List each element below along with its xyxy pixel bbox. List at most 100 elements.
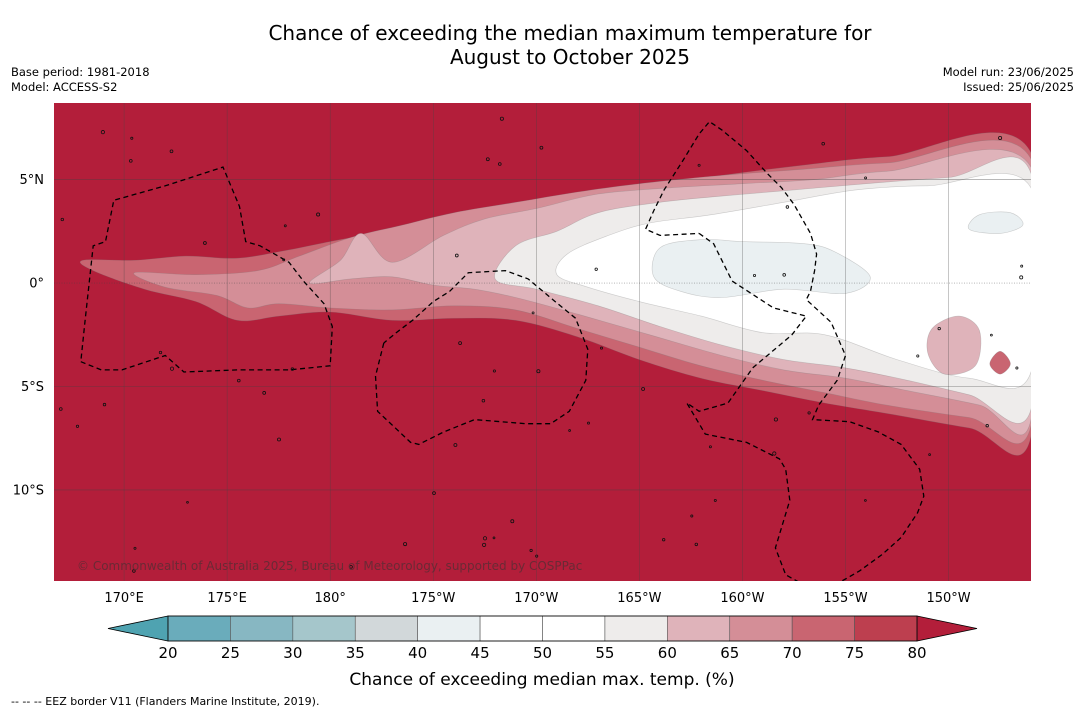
island-dot (481, 398, 486, 403)
colorbar-under-arrow (107, 615, 169, 642)
island-dot (539, 145, 544, 150)
colorbar: 20 25 30 35 40 45 50 55 60 65 70 75 80 (107, 615, 978, 662)
island-dot (277, 437, 281, 442)
colorbar-tick-label: 25 (221, 644, 240, 662)
island-dot (587, 421, 590, 425)
island-dot (529, 548, 533, 552)
island-dot (203, 241, 207, 245)
colorbar-tick-label: 45 (471, 644, 490, 662)
island-dot (785, 205, 790, 209)
island-dot (937, 326, 941, 331)
island-dot (316, 212, 321, 217)
probability-band-90-6 (968, 211, 1024, 234)
island-dot (59, 407, 63, 411)
island-dot (169, 366, 175, 371)
island-dot (453, 443, 458, 447)
metadata-left: Base period: 1981-2018 Model: ACCESS-S2 (11, 65, 150, 95)
eez-border-1 (374, 269, 589, 446)
base-period-text: Base period: 1981-2018 (11, 65, 150, 79)
colorbar-segment (354, 615, 418, 642)
island-dot (864, 499, 867, 502)
model-run-text: Model run: 23/06/2025 (942, 65, 1074, 79)
x-tick-label: 170°E (104, 591, 144, 606)
island-dot (282, 258, 286, 262)
x-tick-label: 160°W (720, 591, 764, 606)
island-dot (432, 491, 436, 495)
island-dot (102, 402, 107, 407)
island-dot (752, 273, 757, 278)
islands (59, 116, 1024, 573)
island-dot (662, 538, 666, 542)
chart-title-line2: August to October 2025 (449, 45, 691, 69)
colorbar-segment (167, 615, 231, 642)
island-dot (864, 176, 868, 180)
island-dot (697, 163, 701, 167)
probability-bands (79, 132, 1031, 456)
eez-footnote: -- -- -- EEZ border V11 (Flanders Marine… (11, 695, 320, 708)
colorbar-tick-label: 60 (658, 644, 677, 662)
island-dot (1020, 264, 1024, 268)
island-dot (129, 159, 133, 163)
metadata-right: Model run: 23/06/2025 Issued: 25/06/2025 (943, 65, 1074, 95)
colorbar-tick-label: 40 (408, 644, 427, 662)
island-dot (928, 453, 931, 456)
x-tick-label: 150°W (926, 591, 970, 606)
graticule (54, 103, 1031, 581)
colorbar-tick-label: 65 (720, 644, 739, 662)
probability-band-60-8 (989, 350, 1011, 375)
colorbar-over-arrow (916, 615, 978, 642)
colorbar-segment (854, 615, 918, 642)
colorbar-segment (542, 615, 606, 642)
island-dot (600, 346, 603, 350)
island-dot (568, 429, 571, 432)
island-dot (169, 149, 174, 154)
island-dot (237, 378, 241, 383)
copyright-notice: © Commonwealth of Australia 2025, Bureau… (77, 559, 582, 573)
island-dot (186, 500, 189, 504)
colorbar-tick-label: 80 (907, 644, 926, 662)
colorbar-segment (417, 615, 481, 642)
colorbar-tick-label: 20 (158, 644, 177, 662)
island-dot (133, 546, 137, 550)
colorbar-segment (729, 615, 793, 642)
island-dot (772, 451, 777, 456)
island-dot (349, 565, 353, 569)
colorbar-segment (479, 615, 543, 642)
x-tick-label: 180° (315, 591, 346, 606)
colorbar-tick-label: 35 (346, 644, 365, 662)
colorbar-segment (230, 615, 294, 642)
y-tick-label: 5°N (20, 173, 45, 188)
island-dot (492, 536, 496, 540)
island-dot (1015, 366, 1019, 370)
island-dot (498, 162, 502, 166)
colorbar-segment (604, 615, 668, 642)
colorbar-outline (167, 615, 918, 642)
eez-border-0 (80, 166, 333, 373)
island-dot (535, 554, 539, 558)
island-dot (536, 369, 541, 374)
island-dot (403, 542, 408, 547)
island-dot (641, 387, 646, 391)
island-dot (283, 224, 287, 228)
island-dot (458, 341, 462, 345)
x-tick-label: 175°E (207, 591, 247, 606)
island-dot (60, 217, 64, 222)
island-dot (132, 569, 136, 573)
colorbar-tick-label: 50 (533, 644, 552, 662)
eez-border-2 (644, 120, 925, 581)
island-dot (482, 542, 487, 547)
island-dot (694, 542, 698, 547)
y-tick-label: 5°S (21, 380, 44, 395)
colorbar-tick-label: 30 (283, 644, 302, 662)
island-dot (594, 267, 598, 271)
colorbar-tick-label: 75 (845, 644, 864, 662)
x-tick-label: 170°W (514, 591, 558, 606)
chart-title-line1: Chance of exceeding the median maximum t… (268, 21, 872, 45)
island-dot (916, 354, 920, 358)
island-dot (290, 367, 295, 371)
island-dot (130, 136, 134, 140)
colorbar-segment (667, 615, 731, 642)
colorbar-tick-label: 70 (783, 644, 802, 662)
island-dot (482, 536, 488, 541)
